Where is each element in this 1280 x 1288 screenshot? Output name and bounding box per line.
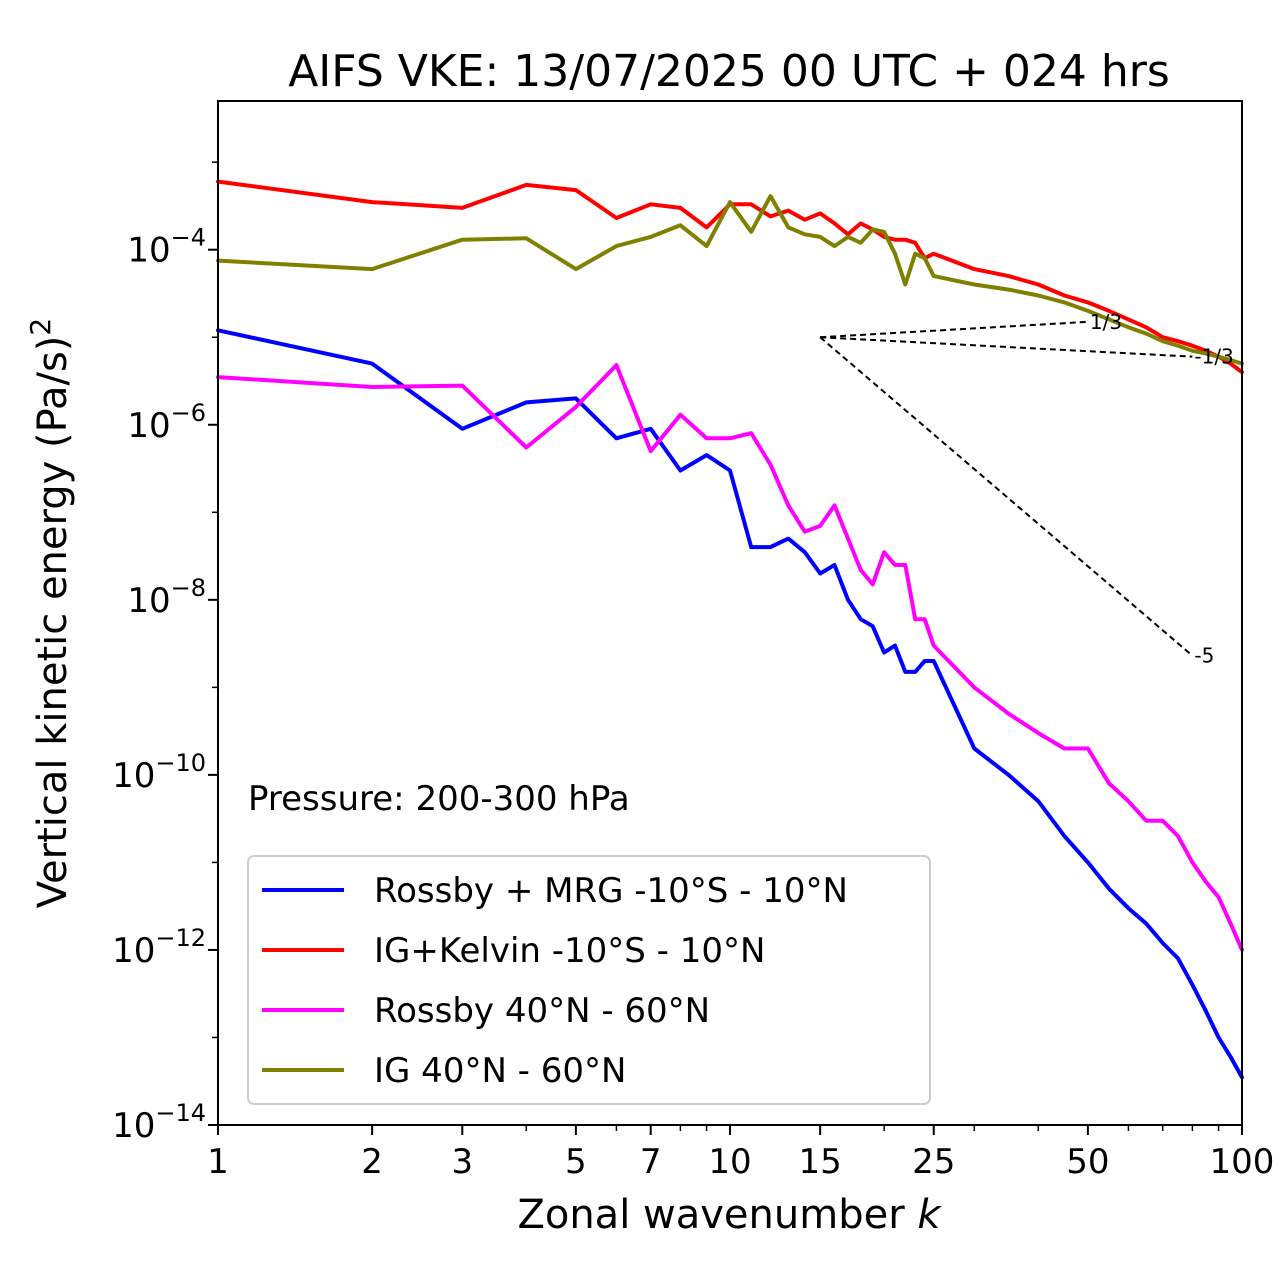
legend: Rossby + MRG -10°S - 10°N IG+Kelvin -10°S… xyxy=(247,855,931,1105)
x-tick-label: 5 xyxy=(565,1142,587,1182)
x-tick-label: 1 xyxy=(207,1142,229,1182)
x-tick-label: 7 xyxy=(640,1142,662,1182)
reference-slope-label: -1/3 xyxy=(1194,345,1233,369)
series-line-3 xyxy=(216,363,1244,952)
x-tick-label: 2 xyxy=(361,1142,383,1182)
x-axis-label-symbol: k xyxy=(917,1192,942,1238)
legend-label: Rossby 40°N - 60°N xyxy=(374,991,710,1031)
y-tick-label: 10−14 xyxy=(112,1099,206,1146)
series-line-2 xyxy=(216,179,1244,375)
y-tick-label: 10−8 xyxy=(127,574,206,621)
reference-slopes: 1/3 -1/3 -5 xyxy=(819,310,1234,668)
pressure-annotation: Pressure: 200-300 hPa xyxy=(248,779,630,819)
reference-slope-label: -5 xyxy=(1194,644,1214,668)
y-tick-label: 10−4 xyxy=(127,224,206,271)
reference-slope-line xyxy=(819,336,1194,657)
reference-slope-label: 1/3 xyxy=(1090,310,1122,334)
x-tick-label: 25 xyxy=(912,1142,955,1182)
x-axis: 1 2 3 5 7 10 15 25 50 100 xyxy=(207,1125,1274,1182)
y-tick-label: 10−6 xyxy=(127,399,206,446)
x-tick-label: 15 xyxy=(799,1142,842,1182)
plot-area: 1/3 -1/3 -5 xyxy=(216,100,1244,1126)
series-layer xyxy=(216,179,1244,1080)
series-line-4 xyxy=(216,194,1244,366)
legend-label: IG+Kelvin -10°S - 10°N xyxy=(374,931,765,971)
reference-slope-line xyxy=(820,320,1088,339)
x-axis-label: Zonal wavenumber k xyxy=(517,1192,942,1238)
y-axis-label: Vertical kinetic energy (Pa/s)2 xyxy=(24,318,76,908)
y-tick-label: 10−10 xyxy=(112,749,206,796)
legend-label: IG 40°N - 60°N xyxy=(374,1051,626,1091)
x-axis-label-text: Zonal wavenumber xyxy=(517,1192,905,1238)
reference-slope-line xyxy=(820,336,1193,358)
legend-box xyxy=(247,855,931,1105)
y-axis-label-text: Vertical kinetic energy (Pa/s) xyxy=(30,336,76,909)
legend-label: Rossby + MRG -10°S - 10°N xyxy=(374,871,848,911)
y-axis-label-exponent: 2 xyxy=(24,318,57,336)
legend-entries: Rossby + MRG -10°S - 10°N IG+Kelvin -10°S… xyxy=(262,871,848,1091)
chart-title: AIFS VKE: 13/07/2025 00 UTC + 024 hrs xyxy=(288,46,1170,97)
y-tick-label: 10−12 xyxy=(112,924,206,971)
series-line-1 xyxy=(216,328,1244,1080)
y-axis: 10−14 10−12 10−10 10−8 10−6 10−4 xyxy=(112,161,218,1146)
x-tick-label: 10 xyxy=(708,1142,751,1182)
x-tick-label: 50 xyxy=(1066,1142,1109,1182)
x-tick-label: 100 xyxy=(1210,1142,1275,1182)
x-tick-label: 3 xyxy=(451,1142,473,1182)
